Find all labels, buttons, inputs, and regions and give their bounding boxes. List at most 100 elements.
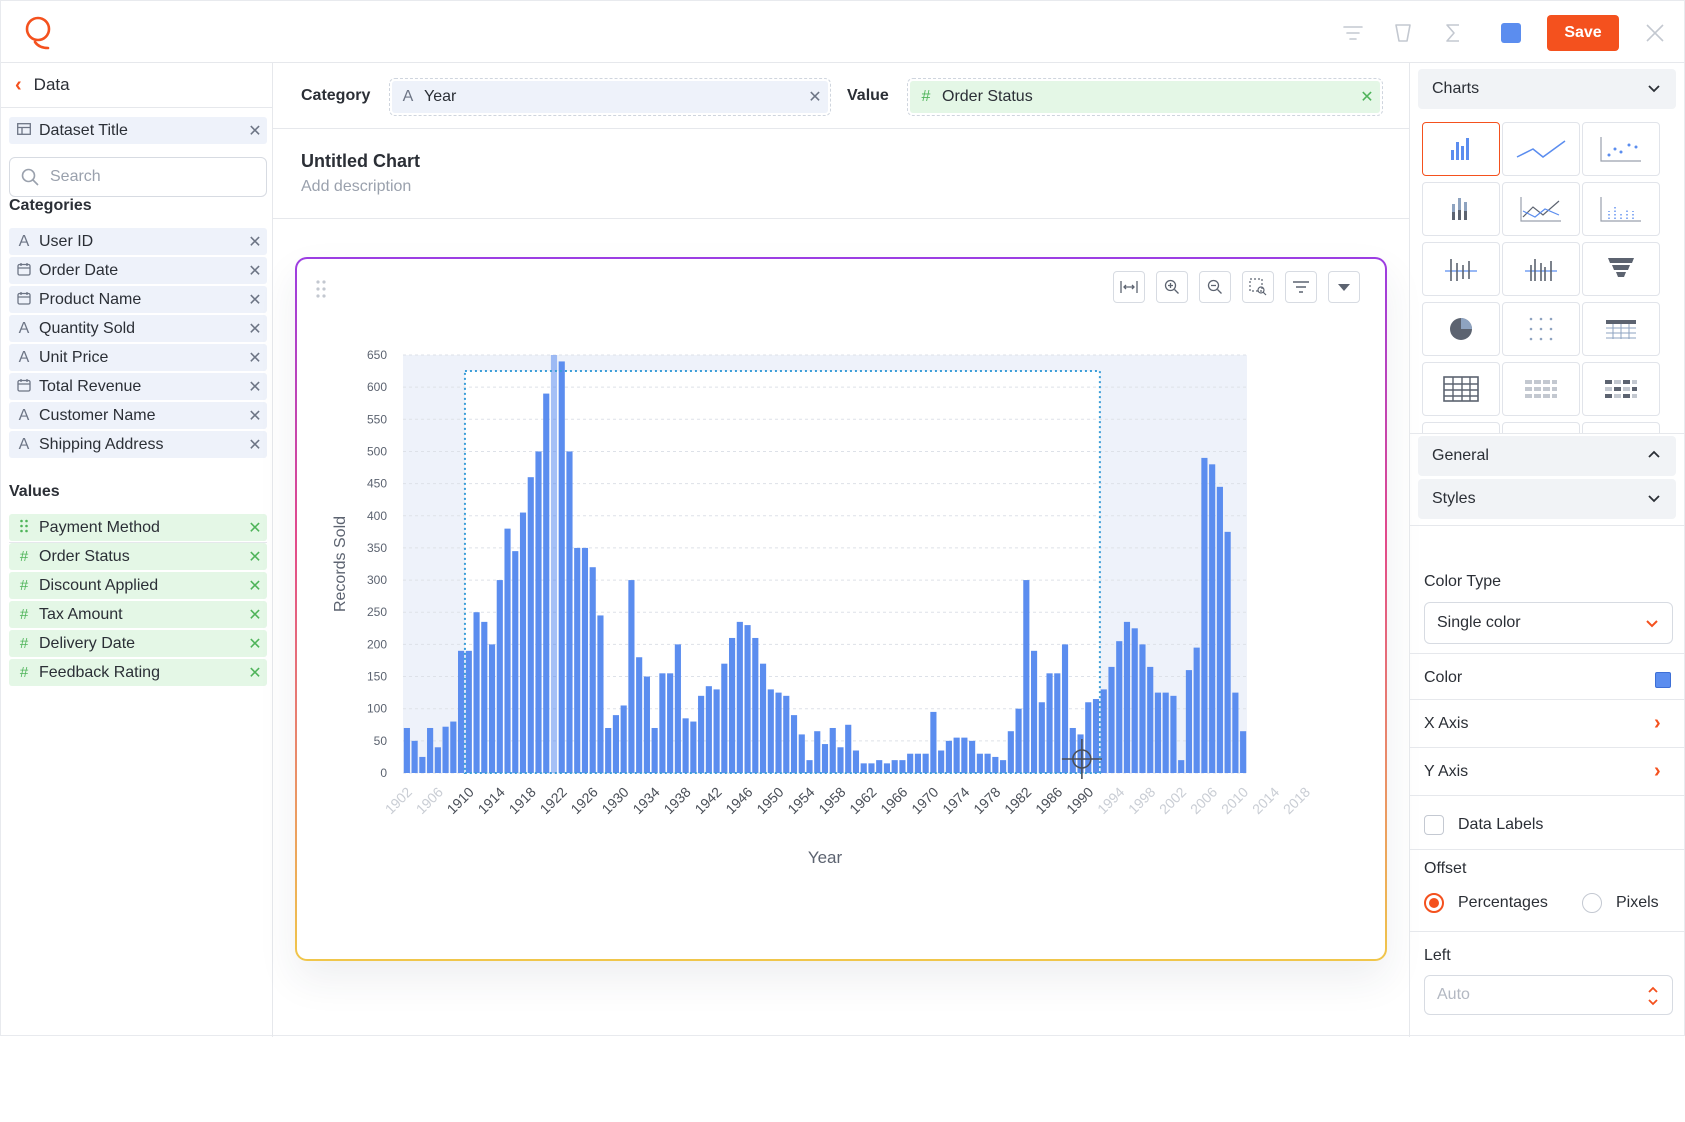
sigma-icon[interactable]	[1439, 19, 1467, 47]
bar-1964[interactable]	[883, 763, 891, 773]
bar-1986[interactable]	[1054, 673, 1061, 773]
bar-1996[interactable]	[1131, 628, 1138, 773]
bar-1944[interactable]	[729, 637, 736, 773]
color-swatch[interactable]	[1655, 672, 1671, 688]
remove-field-icon[interactable]: ✕	[248, 519, 262, 537]
bar-chart-type[interactable]	[1422, 122, 1500, 176]
color-square-icon[interactable]	[1497, 19, 1525, 47]
category-field-quantity-sold[interactable]: A Quantity Sold ✕	[9, 315, 267, 342]
value-drop-zone[interactable]: # Order Status ✕	[907, 78, 1383, 116]
bar-2006[interactable]	[1209, 464, 1216, 773]
bar-1940[interactable]	[698, 695, 705, 773]
bar-1922[interactable]	[558, 361, 565, 773]
more-chart-type-3[interactable]	[1582, 422, 1660, 433]
bar-2000[interactable]	[1162, 692, 1169, 773]
value-field-discount-applied[interactable]: # Discount Applied ✕	[9, 572, 267, 599]
remove-field-icon[interactable]: ✕	[248, 436, 262, 454]
heatmap-chart-type[interactable]	[1582, 362, 1660, 416]
bar-1947[interactable]	[752, 637, 759, 773]
bar-2005[interactable]	[1201, 457, 1208, 773]
save-button[interactable]: Save	[1547, 15, 1619, 51]
bar-1906[interactable]	[434, 747, 441, 773]
bar-1949[interactable]	[767, 689, 774, 773]
bar-2008[interactable]	[1224, 531, 1231, 773]
pie-chart-type[interactable]	[1422, 302, 1500, 356]
category-field-total-revenue[interactable]: Total Revenue ✕	[9, 373, 267, 400]
bar-1968[interactable]	[914, 753, 921, 773]
bar-1912[interactable]	[481, 621, 488, 773]
value-field-delivery-date[interactable]: # Delivery Date ✕	[9, 630, 267, 657]
bar-1909[interactable]	[458, 650, 465, 773]
zoom-out-icon[interactable]	[1199, 271, 1231, 303]
fit-width-icon[interactable]	[1113, 271, 1145, 303]
bar-2007[interactable]	[1216, 486, 1223, 773]
bar-1981[interactable]	[1015, 708, 1022, 773]
dataset-pill[interactable]: Dataset Title ✕	[9, 117, 267, 144]
remove-field-icon[interactable]: ✕	[248, 349, 262, 367]
dot-plot-chart-type[interactable]	[1582, 182, 1660, 236]
bar-1989[interactable]	[1077, 734, 1084, 773]
remove-field-icon[interactable]: ✕	[248, 407, 262, 425]
bar-1951[interactable]	[783, 695, 790, 773]
bar-1966[interactable]	[899, 760, 906, 773]
bar-1937[interactable]	[674, 644, 681, 773]
bar-1953[interactable]	[798, 734, 805, 773]
bar-1979[interactable]	[1000, 760, 1007, 773]
bar-1988[interactable]	[1069, 727, 1076, 773]
chevron-right-icon[interactable]: ›	[1654, 712, 1661, 734]
bar-1983[interactable]	[1030, 650, 1038, 773]
remove-field-icon[interactable]: ✕	[248, 262, 262, 280]
bar-1997[interactable]	[1139, 644, 1146, 773]
line-chart-type[interactable]	[1502, 122, 1580, 176]
bar-1902[interactable]	[403, 727, 410, 773]
caret-down-icon[interactable]	[1328, 271, 1360, 303]
bar-1916[interactable]	[512, 551, 519, 773]
bar-1950[interactable]	[775, 692, 782, 773]
bar-1934[interactable]	[651, 727, 658, 773]
point-grid-chart-type[interactable]	[1502, 302, 1580, 356]
bar-2003[interactable]	[1185, 670, 1192, 773]
color-type-select[interactable]: Single color	[1424, 602, 1673, 644]
funnel-chart-type[interactable]	[1582, 242, 1660, 296]
bar-1928[interactable]	[605, 727, 612, 773]
drag-handle-icon[interactable]	[315, 279, 327, 299]
bar-2010[interactable]	[1240, 731, 1247, 773]
x-axis-label[interactable]: X Axis	[1424, 715, 1469, 732]
bar-1958[interactable]	[837, 747, 844, 773]
bar-1938[interactable]	[682, 718, 689, 773]
bar-1973[interactable]	[953, 737, 960, 773]
bar-1976[interactable]	[976, 753, 983, 773]
remove-field-icon[interactable]: ✕	[248, 548, 262, 566]
category-drop-zone[interactable]: A Year ✕	[389, 78, 831, 116]
bar-1911[interactable]	[473, 612, 480, 773]
bar-1980[interactable]	[1007, 731, 1014, 773]
bar-1921[interactable]	[550, 355, 558, 773]
bar-1942[interactable]	[713, 689, 720, 773]
bar-1967[interactable]	[907, 753, 914, 773]
scatter-chart-type[interactable]	[1582, 122, 1660, 176]
bar-1932[interactable]	[636, 657, 643, 773]
value-field-payment-method[interactable]: Payment Method ✕	[9, 514, 267, 541]
value-field-order-status[interactable]: # Order Status ✕	[9, 543, 267, 570]
bar-1982[interactable]	[1023, 580, 1030, 773]
stepper-icon[interactable]	[1646, 982, 1660, 1010]
stacked-bar-chart-type[interactable]	[1422, 182, 1500, 236]
bar-1941[interactable]	[705, 686, 712, 773]
bar-1969[interactable]	[922, 753, 929, 773]
bar-chart[interactable]: 0 50 100 150 200 250 300 350 400 450 500 550 600 650 1…	[297, 259, 1385, 959]
bar-1939[interactable]	[690, 721, 697, 773]
bar-1972[interactable]	[945, 740, 952, 773]
bar-1999[interactable]	[1154, 692, 1162, 773]
general-section-header[interactable]: General	[1418, 436, 1676, 476]
eraser-icon[interactable]	[1389, 19, 1417, 47]
bar-1917[interactable]	[519, 512, 527, 773]
bar-1965[interactable]	[891, 760, 898, 773]
remove-field-icon[interactable]: ✕	[248, 291, 262, 309]
bar-1905[interactable]	[427, 727, 434, 773]
candlestick-chart-type[interactable]	[1422, 242, 1500, 296]
bar-1908[interactable]	[450, 721, 457, 773]
bar-1978[interactable]	[992, 756, 999, 773]
bar-1959[interactable]	[845, 724, 852, 773]
bar-1957[interactable]	[829, 727, 836, 773]
bar-1955[interactable]	[814, 731, 821, 773]
